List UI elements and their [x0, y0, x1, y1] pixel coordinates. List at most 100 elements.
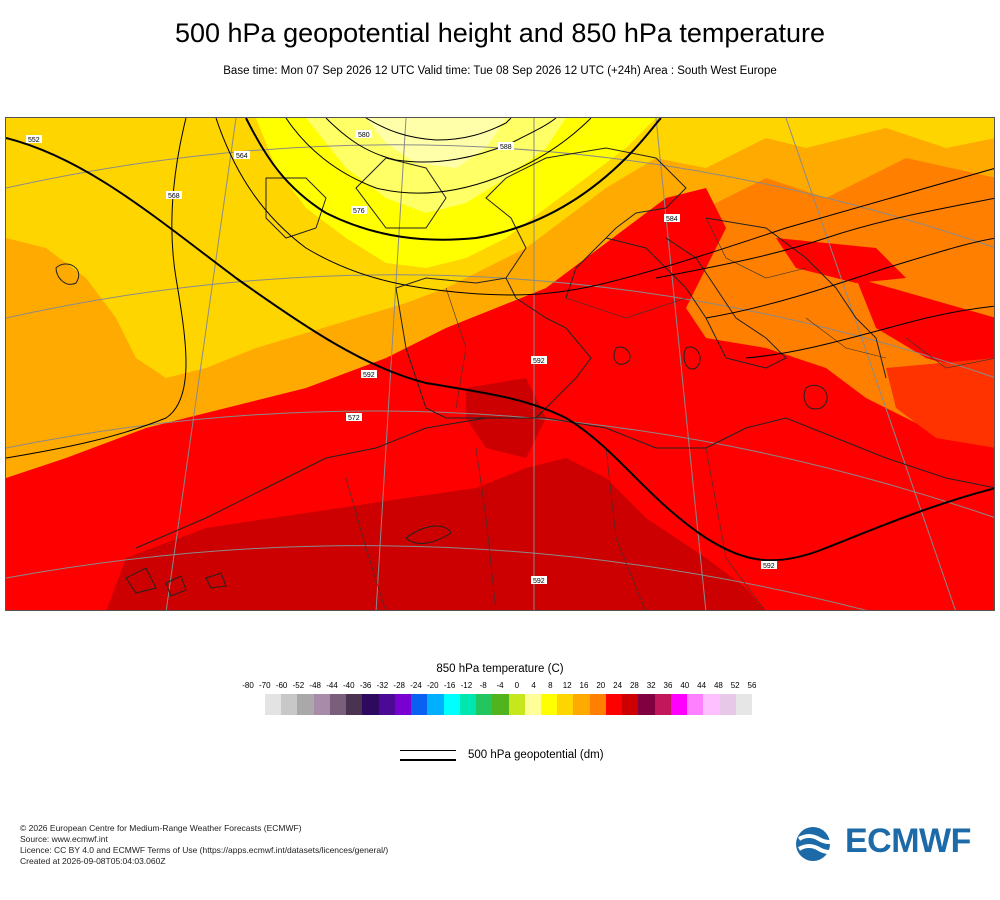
colorbar-tick-label: 8 — [548, 681, 553, 690]
colorbar-swatch — [394, 694, 412, 715]
colorbar-tick-label: -16 — [443, 681, 456, 690]
colorbar-swatch — [508, 694, 526, 715]
geopotential-legend-label: 500 hPa geopotential (dm) — [468, 749, 604, 761]
colorbar-tick-label: -80 — [242, 681, 254, 690]
colorbar-tick-label: -24 — [410, 681, 422, 690]
coastlines — [55, 147, 994, 597]
contour-label-box — [664, 214, 680, 222]
contour-label-box — [761, 561, 777, 569]
contour-label: 576 — [353, 208, 365, 215]
page-title: 500 hPa geopotential height and 850 hPa … — [174, 18, 825, 48]
colorbar-swatch — [313, 694, 331, 715]
contour-label: 552 — [28, 137, 40, 144]
colorbar-tick-label: -70 — [259, 681, 271, 690]
colorbar-tick-label: 24 — [613, 681, 623, 690]
colorbar-tick-label: 32 — [646, 681, 656, 690]
colorbar-tick-label: -44 — [326, 681, 338, 690]
colorbar-tick-label: -36 — [359, 681, 372, 690]
contour-label: 588 — [500, 144, 512, 151]
copyright-text: © 2026 European Centre for Medium-Range … — [20, 823, 302, 833]
ecmwf-logo-icon — [796, 827, 841, 861]
colorbar-swatch — [329, 694, 347, 715]
contour-label: 580 — [358, 132, 370, 139]
temp-band-8 — [6, 118, 994, 378]
colorbar-swatch — [297, 694, 315, 715]
colorbar-swatch — [540, 694, 558, 715]
colorbar-tick-label: 56 — [747, 681, 757, 690]
colorbar-tick-label: -20 — [427, 681, 439, 690]
contour-label-box — [346, 413, 362, 421]
colorbar-swatch — [411, 694, 428, 715]
colorbar-tick-label: 48 — [713, 681, 723, 690]
contour-label: 592 — [363, 372, 375, 379]
contour-label: 592 — [533, 358, 545, 365]
contour-label-box — [234, 151, 250, 159]
contour-label-box — [26, 135, 42, 143]
colorbar-swatch — [362, 694, 380, 715]
source-text: Source: www.ecmwf.int — [20, 834, 108, 844]
colorbar-tick-label: -40 — [343, 681, 355, 690]
page-subtitle: Base time: Mon 07 Sep 2026 12 UTC Valid … — [223, 65, 777, 77]
colorbar-swatch — [573, 694, 591, 715]
colorbar-swatch — [638, 694, 656, 715]
colorbar-tick-label: -48 — [309, 681, 321, 690]
colorbar-swatch — [476, 694, 493, 715]
colorbar-tick-label: -60 — [275, 681, 288, 690]
colorbar-tick-label: -4 — [496, 681, 504, 690]
colorbar-swatch — [589, 694, 607, 715]
weather-map[interactable]: 552 564 576 588 580 584 592 592 592 592 … — [5, 117, 995, 611]
colorbar-swatch — [654, 694, 672, 715]
colorbar-swatch — [524, 694, 542, 715]
colorbar-swatch — [378, 694, 396, 715]
colorbar-tick-label: 16 — [579, 681, 589, 690]
map-canvas: 552 564 576 588 580 584 592 592 592 592 … — [6, 118, 994, 610]
contour-label-box — [531, 576, 547, 584]
colorbar-swatch — [492, 694, 509, 715]
colorbar-tick-label: 36 — [663, 681, 673, 690]
colorbar-tick-label: 44 — [697, 681, 707, 690]
line-sample-thick — [400, 759, 456, 761]
colorbar-swatch — [557, 694, 574, 715]
colorbar-swatch — [703, 694, 721, 715]
colorbar-tick-label: -52 — [292, 681, 305, 690]
colorbar-tick-label: 20 — [596, 681, 606, 690]
geopotential-contours — [6, 118, 994, 562]
temp-band-20-east — [856, 278, 994, 378]
colorbar-swatch — [346, 694, 363, 715]
contour-label: 592 — [533, 578, 545, 585]
colorbar-tick-label: 28 — [629, 681, 639, 690]
contour-label: 584 — [666, 216, 678, 223]
colorbar-swatch — [719, 694, 737, 715]
contour-label: 572 — [348, 415, 360, 422]
footer-credits: © 2026 European Centre for Medium-Range … — [20, 823, 388, 867]
contour-label: 568 — [168, 193, 180, 200]
colorbar-tick-label: 12 — [562, 681, 572, 690]
contour-label-box — [351, 206, 367, 214]
contour-label: 564 — [236, 153, 248, 160]
colorbar-tick-label: 40 — [680, 681, 690, 690]
colorbar-tick-label: 0 — [514, 681, 520, 690]
graticule — [6, 118, 994, 610]
colorbar-tick-label: -12 — [460, 681, 473, 690]
colorbar-tick-label: 4 — [531, 681, 536, 690]
created-text: Created at 2026-09-08T05:04:03.060Z — [20, 856, 166, 866]
contour-label: 592 — [763, 563, 775, 570]
contour-label-box — [361, 370, 377, 378]
colorbar-swatch — [443, 694, 461, 715]
temp-band-cold — [366, 118, 506, 168]
contour-labels: 552 564 576 588 580 584 592 592 592 592 … — [26, 130, 777, 585]
colorbar-swatch — [735, 694, 753, 715]
contour-label-box — [356, 130, 372, 138]
colorbar-swatch — [265, 694, 282, 715]
colorbar-tick-label: -8 — [479, 681, 487, 690]
colorbar-swatch — [281, 694, 298, 715]
temp-band-20-turkey — [886, 358, 994, 448]
colorbar-swatch — [670, 694, 688, 715]
colorbar-swatch — [427, 694, 445, 715]
colorbar-tick-label: 52 — [730, 681, 740, 690]
colorbar-tick-label: -32 — [376, 681, 389, 690]
legend-title: 850 hPa temperature (C) — [436, 663, 564, 675]
colorbar-swatch — [605, 694, 623, 715]
licence-text: Licence: CC BY 4.0 and ECMWF Terms of Us… — [20, 845, 389, 855]
contour-label-box — [531, 356, 547, 364]
